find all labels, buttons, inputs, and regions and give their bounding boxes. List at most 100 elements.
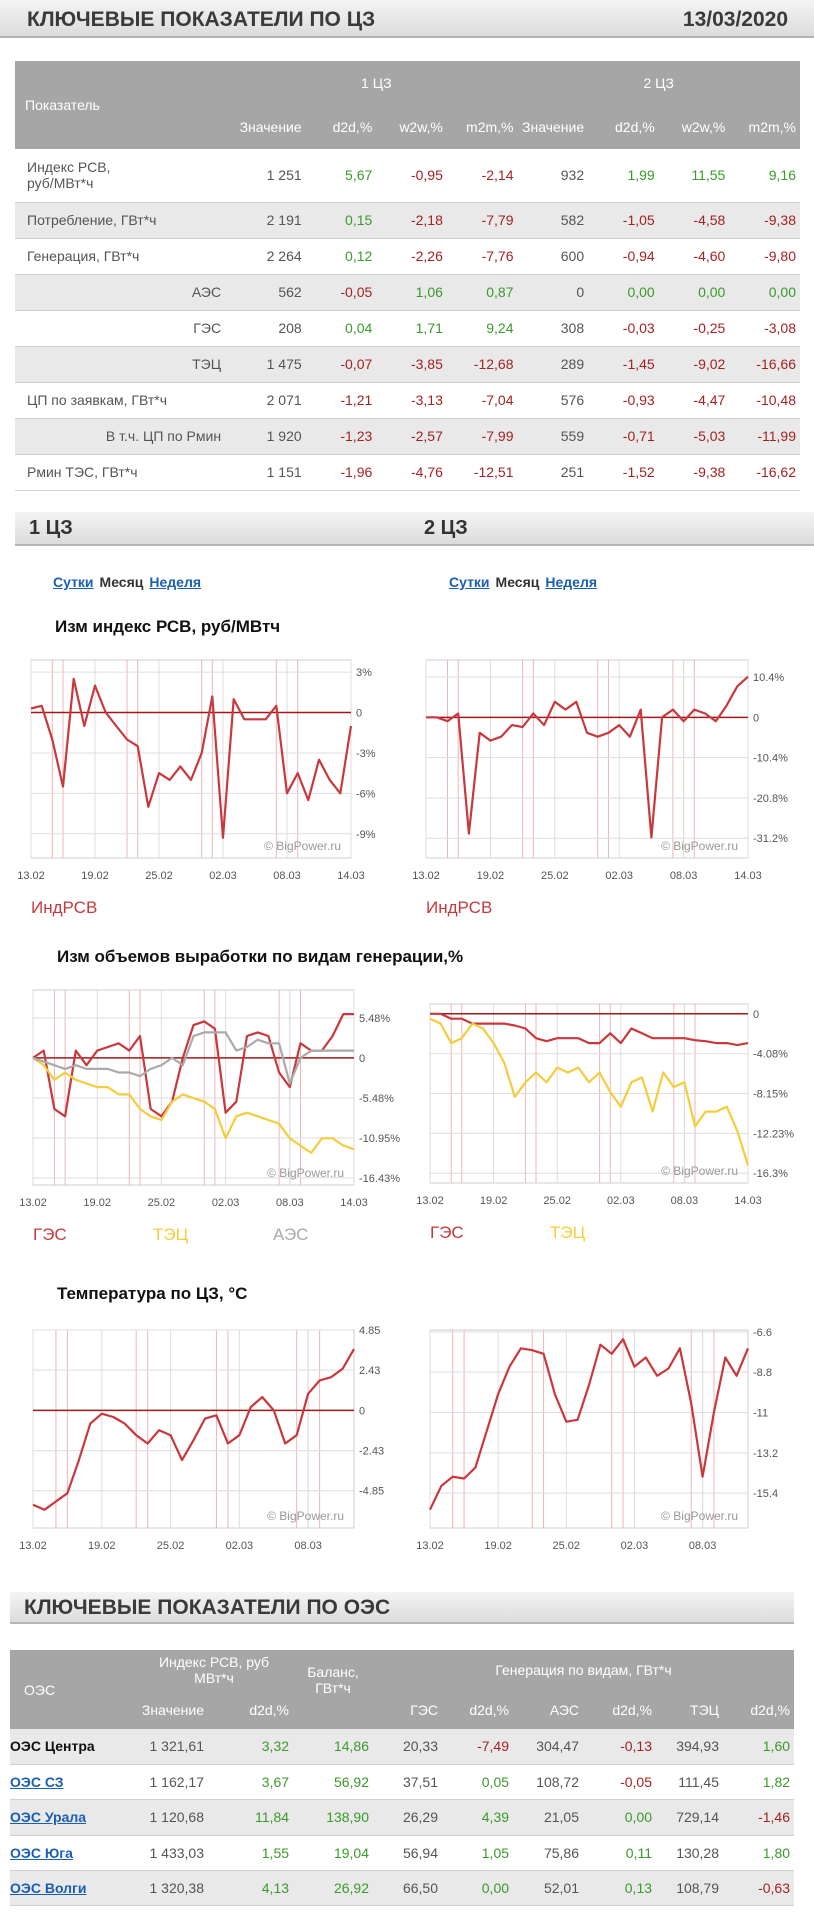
y-tick-label: -4.08%	[753, 1049, 788, 1061]
cell: 0,13	[583, 1870, 657, 1907]
cell: 52,01	[513, 1870, 584, 1907]
x-tick-label: 13.02	[416, 1195, 444, 1207]
x-tick-label: 13.02	[416, 1540, 444, 1552]
plot-area	[429, 1329, 749, 1529]
cell: 0,04	[305, 310, 377, 347]
cell: 0,11	[583, 1835, 657, 1872]
cell: -1,96	[305, 454, 377, 491]
y-tick-label: -31.2%	[753, 833, 788, 845]
page-title: КЛЮЧЕВЫЕ ПОКАЗАТЕЛИ ПО ЦЗ	[27, 8, 376, 31]
legend-entry: ГЭС	[430, 1223, 464, 1242]
table-row: ТЭЦ 1 475 -0,07 -3,85 -12,68 289 -1,45 -9,02 -16…	[15, 346, 800, 383]
period-tab[interactable]: Сутки	[449, 574, 490, 590]
period-tab[interactable]: Неделя	[149, 574, 202, 590]
oes-link[interactable]: ОЭС Урала	[10, 1809, 87, 1826]
y-tick-label: -9%	[356, 829, 376, 841]
chart-title: Температура по ЦЗ, °С	[57, 1284, 248, 1303]
table-row: Потребление, ГВт*ч 2 191 0,15 -2,18 -7,79 582…	[15, 202, 800, 239]
cell: 1,06	[376, 274, 447, 311]
cell: 9,16	[729, 149, 800, 203]
cell: 66,50	[373, 1870, 443, 1907]
cell: -4,58	[658, 202, 730, 239]
cell: 1 162,17	[135, 1764, 208, 1801]
row-label: АЭС	[15, 274, 236, 311]
cell: 0,00	[729, 274, 800, 311]
cell: 75,86	[513, 1835, 584, 1872]
y-tick-label: -8.8	[753, 1367, 772, 1379]
column-header: ТЭЦ	[656, 1690, 724, 1729]
cell: 1 433,03	[135, 1835, 208, 1872]
cell: 289	[517, 346, 589, 383]
watermark: © BigPower.ru	[661, 839, 738, 853]
column-header: d2d,%	[588, 105, 659, 149]
x-tick-label: 02.03	[212, 1197, 240, 1209]
table-row: Рмин ТЭС, ГВт*ч 1 151 -1,96 -4,76 -12,51 251-…	[15, 454, 800, 491]
x-tick-label: 02.03	[226, 1540, 254, 1552]
cell: -16,66	[729, 346, 800, 383]
row-label: ЦП по заявкам, ГВт*ч	[15, 382, 236, 419]
period-tab[interactable]: Неделя	[545, 574, 598, 590]
row-label: ГЭС	[15, 310, 236, 347]
cell: -4,76	[376, 454, 447, 491]
cell: 1 475	[235, 346, 306, 383]
x-tick-label: 08.03	[276, 1197, 304, 1209]
cell: -0,25	[658, 310, 730, 347]
cell: -0,07	[305, 346, 377, 383]
x-tick-label: 13.02	[412, 870, 440, 882]
oes-link[interactable]: ОЭС СЗ	[10, 1774, 64, 1791]
cell: 0,15	[305, 202, 377, 239]
cell: 0,12	[305, 238, 377, 275]
header-row: Показатель 1 ЦЗ 2 ЦЗ	[15, 61, 800, 149]
header-row: ОЭС Индекс РСВ, руб МВт*ч Баланс, ГВт*ч Ген…	[10, 1650, 795, 1729]
table-row: ГЭС 208 0,04 1,71 9,24 308 -0,03 -0,25 -3,08	[15, 310, 800, 347]
x-tick-label: 13.02	[17, 870, 45, 882]
column-header: w2w,%	[658, 105, 730, 149]
cell: 2 264	[235, 238, 306, 275]
y-tick-label: -10.95%	[359, 1133, 400, 1145]
plot-area	[32, 1329, 355, 1529]
header-bar: КЛЮЧЕВЫЕ ПОКАЗАТЕЛИ ПО ЦЗ 13/03/2020	[0, 0, 814, 38]
cell: -0,05	[305, 274, 377, 311]
cell: -3,85	[376, 346, 447, 383]
cell: -12,51	[446, 454, 518, 491]
table-row: ОЭС Волги 1 320,38 4,13 26,92 66,50 0,00 52,01…	[10, 1870, 795, 1907]
period-tab[interactable]: Сутки	[53, 574, 94, 590]
cell: -9,80	[729, 238, 800, 275]
x-tick-label: 19.02	[484, 1540, 512, 1552]
y-tick-label: 0	[359, 1053, 365, 1065]
watermark: © BigPower.ru	[264, 839, 341, 853]
y-tick-label: 0	[356, 708, 362, 720]
cell: -1,23	[305, 418, 377, 455]
cell: 0,87	[446, 274, 518, 311]
y-tick-label: -12.23%	[753, 1128, 794, 1140]
row-label: ОЭС СЗ	[10, 1764, 135, 1801]
cell: -1,46	[723, 1799, 795, 1836]
column-header: Значение	[235, 105, 306, 149]
x-tick-label: 19.02	[83, 1197, 111, 1209]
cell: 2 191	[235, 202, 306, 239]
column-header: Значение	[517, 105, 589, 149]
oes-name: ОЭС Центра	[10, 1738, 95, 1755]
x-tick-label: 14.03	[337, 870, 365, 882]
plot-area	[30, 659, 352, 859]
period-tab: Месяц	[495, 574, 540, 590]
oes-heading-bar: КЛЮЧЕВЫЕ ПОКАЗАТЕЛИ ПО ОЭС	[10, 1592, 794, 1624]
x-tick-label: 25.02	[145, 870, 173, 882]
cell: -2,14	[446, 149, 518, 203]
table-row: ОЭС СЗ 1 162,17 3,67 56,92 37,51 0,05 108,72 -0…	[10, 1764, 795, 1801]
group-header: 2 ЦЗ	[517, 61, 800, 105]
cell: 26,29	[373, 1799, 443, 1836]
column-header: Значение	[135, 1690, 208, 1729]
cell: -0,95	[376, 149, 447, 203]
period-tab: Месяц	[99, 574, 144, 590]
cell: -1,45	[588, 346, 659, 383]
cell: 2 071	[235, 382, 306, 419]
x-tick-label: 02.03	[209, 870, 237, 882]
series-line	[429, 1338, 750, 1511]
cell: 1 320,38	[135, 1870, 208, 1907]
cell: -12,68	[446, 346, 518, 383]
group-header: 1 ЦЗ	[235, 61, 518, 105]
oes-link[interactable]: ОЭС Волги	[10, 1880, 87, 1897]
oes-link[interactable]: ОЭС Юга	[10, 1844, 73, 1861]
indicator-table: Показатель 1 ЦЗ 2 ЦЗ Значение d2d,% w2w,% m2m,…	[15, 61, 800, 491]
